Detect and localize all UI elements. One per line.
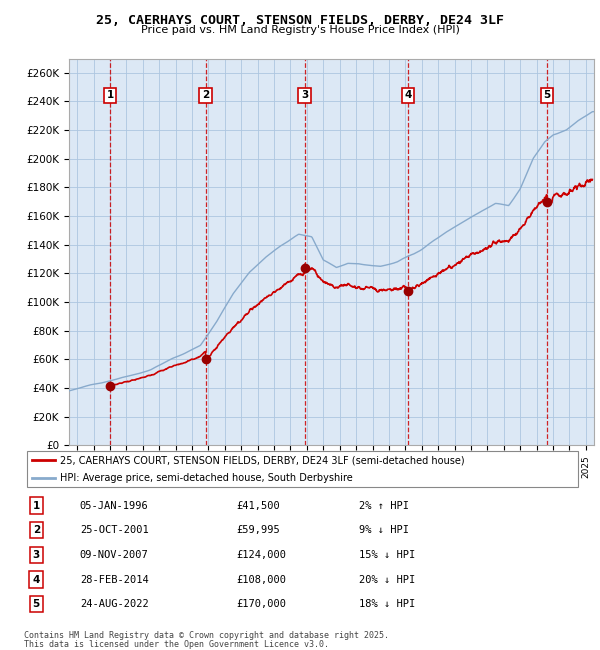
- Text: Price paid vs. HM Land Registry's House Price Index (HPI): Price paid vs. HM Land Registry's House …: [140, 25, 460, 34]
- Text: £170,000: £170,000: [236, 599, 286, 609]
- Text: 25, CAERHAYS COURT, STENSON FIELDS, DERBY, DE24 3LF (semi-detached house): 25, CAERHAYS COURT, STENSON FIELDS, DERB…: [60, 456, 465, 465]
- Text: Contains HM Land Registry data © Crown copyright and database right 2025.: Contains HM Land Registry data © Crown c…: [24, 630, 389, 640]
- Text: 4: 4: [32, 575, 40, 584]
- Text: £59,995: £59,995: [236, 525, 280, 535]
- Text: This data is licensed under the Open Government Licence v3.0.: This data is licensed under the Open Gov…: [24, 640, 329, 649]
- Text: 2: 2: [202, 90, 209, 100]
- Text: 25-OCT-2001: 25-OCT-2001: [80, 525, 149, 535]
- Text: 9% ↓ HPI: 9% ↓ HPI: [359, 525, 409, 535]
- Text: 3: 3: [301, 90, 308, 100]
- Text: £124,000: £124,000: [236, 550, 286, 560]
- Text: 24-AUG-2022: 24-AUG-2022: [80, 599, 149, 609]
- Text: 09-NOV-2007: 09-NOV-2007: [80, 550, 149, 560]
- Text: 2: 2: [32, 525, 40, 535]
- Text: 3: 3: [32, 550, 40, 560]
- Text: 20% ↓ HPI: 20% ↓ HPI: [359, 575, 415, 584]
- Text: 28-FEB-2014: 28-FEB-2014: [80, 575, 149, 584]
- Text: £41,500: £41,500: [236, 500, 280, 511]
- Text: 25, CAERHAYS COURT, STENSON FIELDS, DERBY, DE24 3LF: 25, CAERHAYS COURT, STENSON FIELDS, DERB…: [96, 14, 504, 27]
- Text: 2% ↑ HPI: 2% ↑ HPI: [359, 500, 409, 511]
- Text: 5: 5: [32, 599, 40, 609]
- Text: 15% ↓ HPI: 15% ↓ HPI: [359, 550, 415, 560]
- Text: 1: 1: [107, 90, 114, 100]
- Text: 4: 4: [404, 90, 412, 100]
- Text: 05-JAN-1996: 05-JAN-1996: [80, 500, 149, 511]
- FancyBboxPatch shape: [27, 451, 578, 488]
- Text: £108,000: £108,000: [236, 575, 286, 584]
- Text: 1: 1: [32, 500, 40, 511]
- Text: 18% ↓ HPI: 18% ↓ HPI: [359, 599, 415, 609]
- Text: 5: 5: [544, 90, 551, 100]
- Text: HPI: Average price, semi-detached house, South Derbyshire: HPI: Average price, semi-detached house,…: [60, 473, 353, 483]
